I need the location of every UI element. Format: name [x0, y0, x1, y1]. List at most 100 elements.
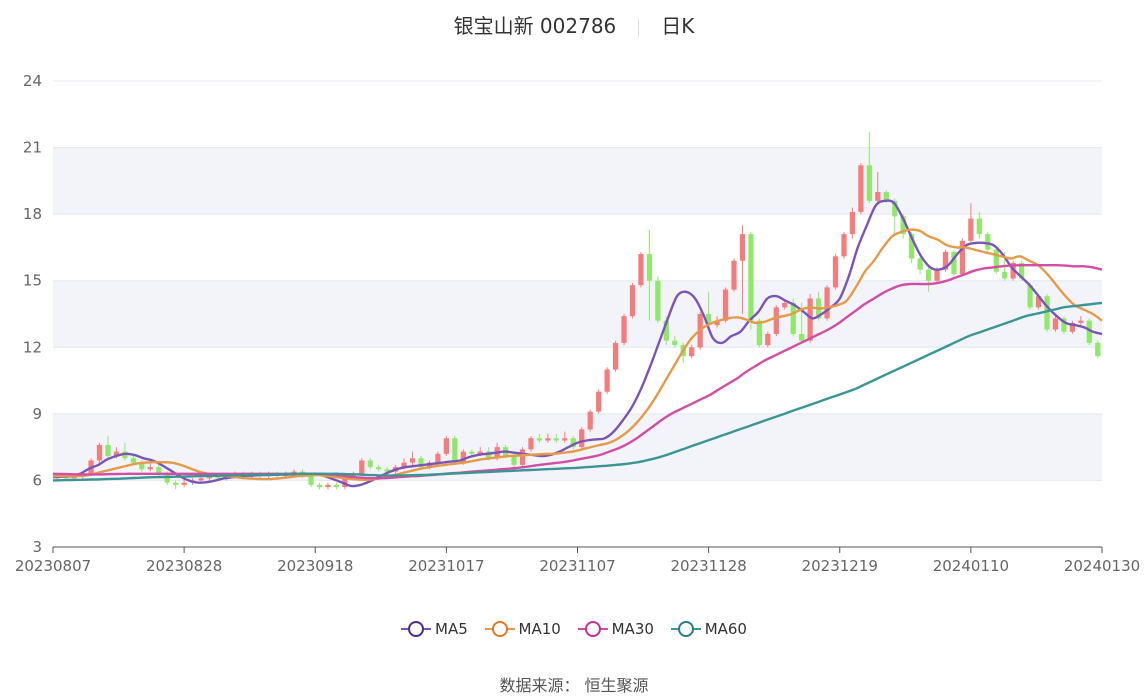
candle-body [646, 254, 653, 281]
candle-body [409, 458, 416, 463]
candle-body [1086, 320, 1092, 343]
candle-body [1044, 296, 1050, 330]
candle-body [1061, 318, 1067, 332]
candle-body [443, 438, 449, 454]
legend: MA5 MA10 MA30 MA60 [0, 620, 1148, 640]
y-tick-label: 9 [32, 405, 42, 423]
period-label: 日K [661, 14, 695, 38]
candle-body [105, 444, 111, 457]
candle-body [689, 347, 695, 357]
candle-body [976, 218, 982, 235]
candle-body [917, 258, 923, 270]
candle-body [164, 473, 170, 483]
legend-item-ma10[interactable]: MA10 [484, 620, 561, 638]
candle-body [782, 302, 788, 308]
x-tick-label: 20231219 [802, 557, 878, 575]
candle-body [858, 165, 864, 212]
candle-body [325, 484, 331, 488]
ma-line-ma30 [52, 263, 1103, 480]
x-tick-label: 20230828 [146, 557, 222, 575]
legend-item-ma30[interactable]: MA30 [577, 620, 654, 638]
candle-body [765, 333, 771, 346]
candle-body [401, 462, 407, 468]
candle-body [638, 254, 644, 286]
candle-body [925, 269, 932, 281]
candle-body [460, 451, 466, 463]
y-tick-label: 18 [23, 205, 42, 223]
x-tick-label: 20231128 [670, 557, 746, 575]
y-tick-label: 21 [23, 139, 42, 157]
candle-body [519, 449, 526, 465]
y-tick-label: 15 [23, 272, 42, 290]
candle-body [545, 438, 551, 441]
candle-body [612, 342, 619, 370]
candle-body [308, 475, 314, 485]
candle-body [832, 256, 839, 288]
candle-body [376, 467, 382, 470]
candle-body [579, 429, 585, 448]
candle-body [477, 451, 483, 454]
candle-body [731, 260, 737, 290]
candle-body [435, 453, 441, 463]
candle-body [333, 484, 340, 488]
candle-body [528, 438, 534, 450]
candle-body [316, 484, 323, 488]
candle-body [147, 467, 153, 470]
candle-body [536, 438, 543, 441]
candle-body [900, 216, 906, 235]
candle-body [553, 438, 559, 441]
x-tick-label: 20230807 [15, 557, 91, 575]
legend-item-ma60[interactable]: MA60 [670, 620, 747, 638]
x-tick-label: 20231017 [408, 557, 484, 575]
candle-body [418, 458, 424, 468]
legend-ma30-label: MA30 [611, 620, 654, 638]
candle-body [790, 302, 796, 334]
x-axis: 20230807 20230828 20230918 20231017 20231107… [15, 546, 1140, 575]
candle-body [570, 438, 576, 448]
y-tick-label: 6 [32, 471, 42, 489]
candle-body [198, 478, 204, 481]
candle-body [359, 460, 365, 474]
candle-body [215, 475, 221, 479]
candle-body [173, 482, 179, 485]
candle-body [672, 340, 678, 346]
title-separator [638, 18, 640, 37]
y-tick-label: 12 [23, 338, 42, 356]
candle-body [841, 234, 847, 257]
legend-ma10-label: MA10 [518, 620, 561, 638]
x-tick-label: 20231107 [539, 557, 615, 575]
candle-body [959, 240, 966, 275]
data-source: 数据来源： 恒生聚源 [499, 676, 649, 695]
candle-body [985, 234, 991, 250]
candle-body [739, 234, 746, 261]
y-tick-label: 24 [23, 72, 42, 90]
x-tick-label: 20230918 [277, 557, 353, 575]
x-tick-label: 20240130 [1064, 557, 1140, 575]
candle-body [113, 451, 120, 457]
ma-line-ma5 [52, 199, 1103, 488]
candle-body [993, 249, 999, 272]
candle-body [596, 391, 602, 412]
candle-body [206, 475, 213, 479]
candle-body [892, 200, 898, 217]
candle-body [909, 234, 915, 259]
candle-body [156, 467, 162, 474]
candle-body [587, 411, 593, 430]
candle-body [469, 451, 475, 454]
candle-body [130, 458, 136, 463]
candle-body [824, 287, 830, 319]
candle-body [139, 462, 145, 470]
candle-body [942, 251, 949, 270]
grid-bands [53, 147, 1102, 481]
candle-body [1095, 342, 1101, 357]
legend-ma60-label: MA60 [704, 620, 747, 638]
candle-body [773, 307, 779, 334]
candle-body [1052, 318, 1059, 330]
legend-ma60-symbol [670, 621, 701, 637]
candle-body [629, 285, 636, 317]
legend-item-ma5[interactable]: MA5 [401, 620, 468, 638]
candle-body [951, 251, 957, 275]
candle-body [807, 298, 813, 341]
candle-body [756, 320, 763, 346]
